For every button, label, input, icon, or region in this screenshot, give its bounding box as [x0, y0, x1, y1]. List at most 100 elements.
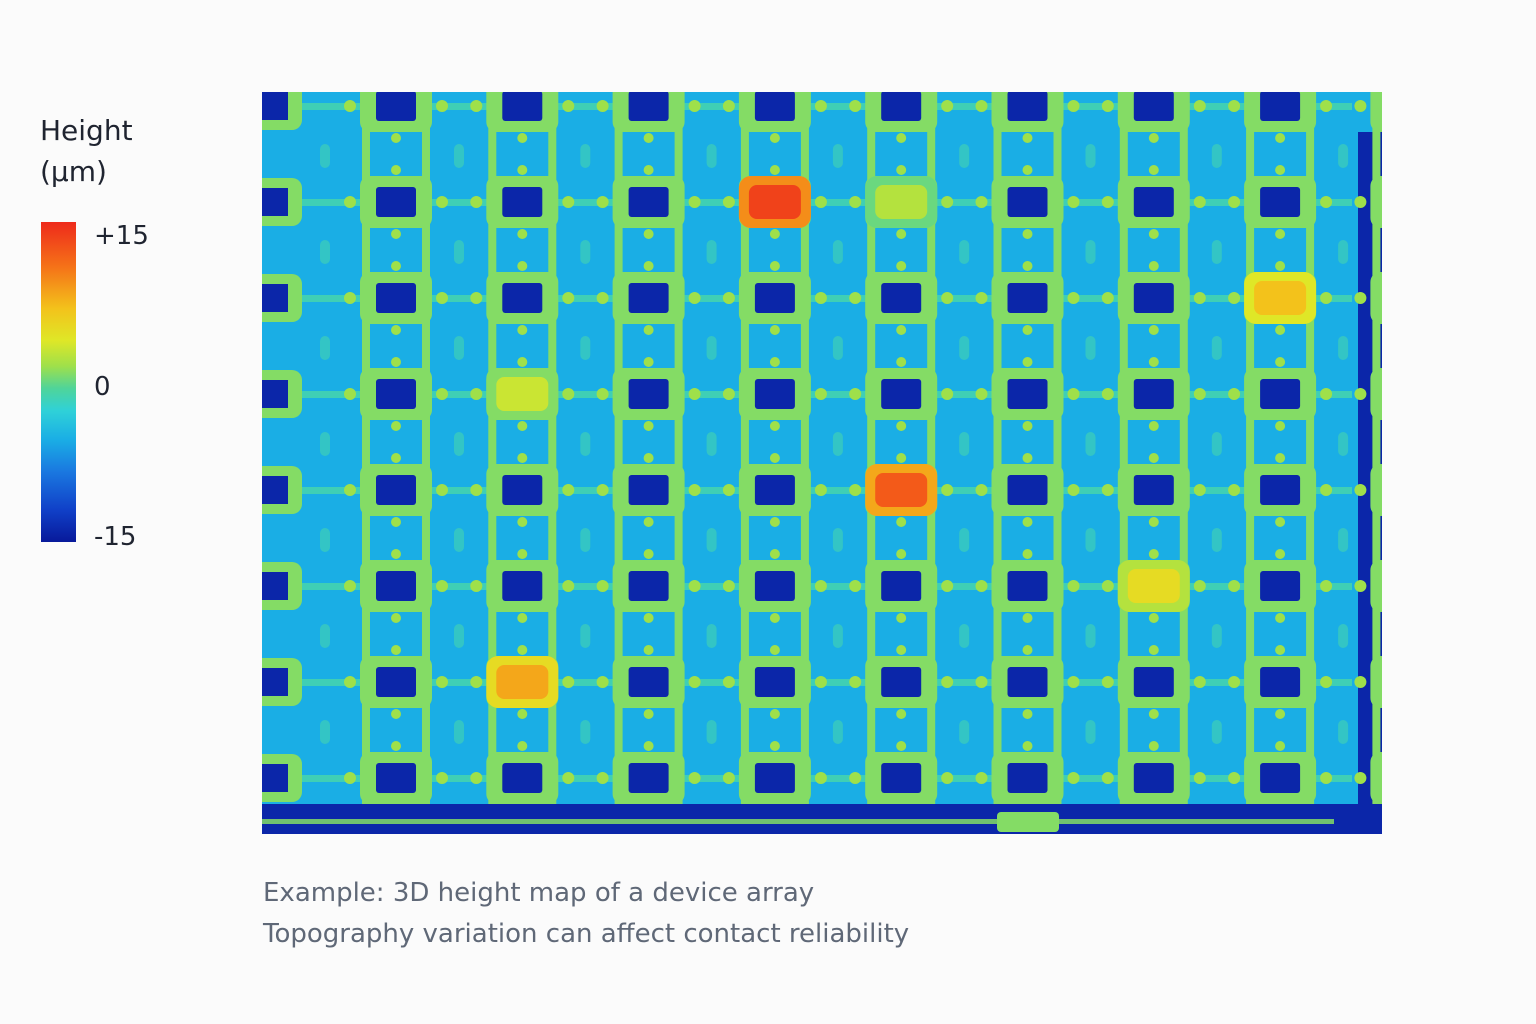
cell-bump-bottom	[517, 709, 528, 719]
hotspot-core	[496, 377, 549, 411]
cell-bump-bottom	[643, 421, 654, 431]
cell-pad	[754, 379, 795, 409]
trace-slot	[1085, 432, 1096, 456]
cell-bump-bottom	[643, 709, 654, 719]
trace-slot	[832, 624, 843, 648]
trace-slot	[1085, 720, 1096, 744]
hotspot	[738, 176, 811, 228]
cell-bump-bottom	[1148, 517, 1159, 527]
cell-bump-left	[1101, 292, 1114, 304]
cell-bump-left	[722, 100, 735, 112]
column-rail-left	[867, 92, 876, 804]
cell-pad	[502, 187, 543, 217]
cell-bump-bottom	[769, 709, 780, 719]
cell-bump-left	[849, 676, 862, 688]
trace-slot	[580, 240, 591, 264]
cell-bump-bottom	[1148, 133, 1159, 143]
cell-bump-bottom	[391, 325, 401, 335]
cell-bump-left	[344, 580, 356, 592]
trace-slot	[320, 336, 330, 360]
hotspot-core	[875, 185, 928, 219]
column-rail-right	[800, 92, 809, 804]
cell-bump-bottom	[896, 709, 907, 719]
cell-bump-right	[941, 196, 954, 208]
cell-bump-left	[722, 580, 735, 592]
cell-bump-bottom	[1022, 709, 1033, 719]
cell-bump-right	[1320, 484, 1333, 496]
caption-line-2: Topography variation can affect contact …	[263, 919, 910, 949]
cell-bump-top	[1148, 549, 1159, 559]
cell-bump-bottom	[517, 229, 528, 239]
cell-bump-top	[517, 165, 528, 175]
cell-bump-right	[1193, 484, 1206, 496]
height-map	[262, 92, 1382, 834]
cell-pad	[376, 92, 416, 121]
cell-bump-top	[1148, 165, 1159, 175]
cell-bump-right	[1193, 772, 1206, 784]
cell-bump-right	[688, 100, 701, 112]
cell-pad	[1260, 763, 1301, 793]
cell-bump-right	[814, 484, 827, 496]
trace-slot	[1211, 528, 1222, 552]
cell-pad	[881, 571, 922, 601]
cell-bump-bottom	[517, 133, 528, 143]
cell-pad	[754, 571, 795, 601]
cell-bump-bottom	[1275, 133, 1286, 143]
trace-slot	[320, 624, 330, 648]
cell-bump-left	[344, 484, 356, 496]
edge-cell-pad	[262, 764, 288, 792]
cell-bump-right	[1320, 196, 1333, 208]
cell-bump-left	[470, 580, 483, 592]
trace-slot	[320, 432, 330, 456]
cell-pad	[1007, 92, 1048, 121]
cell-bump-left	[596, 676, 609, 688]
cell-bump-top	[1275, 453, 1286, 463]
cell-bump-left	[975, 484, 988, 496]
cell-bump-left	[470, 676, 483, 688]
column-rail-left	[1119, 92, 1128, 804]
cell-pad	[628, 571, 669, 601]
cell-pad	[1260, 571, 1301, 601]
cell-bump-top	[517, 741, 528, 751]
cell-bump-top	[769, 741, 780, 751]
cell-bump-top	[517, 645, 528, 655]
cell-bump-top	[1275, 645, 1286, 655]
trace-slot	[1338, 240, 1349, 264]
cell-bump-top	[1022, 165, 1033, 175]
column-rail-left	[740, 92, 749, 804]
cell-bump-top	[517, 549, 528, 559]
trace-slot	[1338, 720, 1349, 744]
cell-bump-bottom	[1148, 613, 1159, 623]
cell-bump-top	[643, 741, 654, 751]
trace-slot	[454, 336, 464, 360]
cell-bump-top	[1022, 357, 1033, 367]
cell-pad	[881, 283, 922, 313]
trace-slot	[1085, 336, 1096, 360]
trace-slot	[580, 624, 591, 648]
cell-bump-right	[1320, 292, 1333, 304]
cell-bump-top	[643, 357, 654, 367]
cell-bump-top	[769, 549, 780, 559]
cell-pad	[881, 763, 922, 793]
cell-bump-top	[1148, 741, 1159, 751]
trace-slot	[1338, 336, 1349, 360]
hotspot-core	[496, 665, 549, 699]
cell-bump-left	[470, 196, 483, 208]
colorbar-tick-max: +15	[94, 221, 149, 251]
cell-bump-left	[849, 196, 862, 208]
cell-bump-top	[391, 261, 401, 271]
cell-bump-left	[722, 484, 735, 496]
cell-bump-left	[470, 292, 483, 304]
cell-bump-bottom	[1275, 709, 1286, 719]
trace-slot	[1338, 432, 1349, 456]
cell-bump-left	[1354, 580, 1367, 592]
cell-bump-right	[814, 388, 827, 400]
cell-bump-right	[814, 580, 827, 592]
cell-pad	[1133, 187, 1174, 217]
cell-bump-right	[1320, 388, 1333, 400]
cell-bump-bottom	[769, 613, 780, 623]
cell-bump-top	[643, 549, 654, 559]
column-rail-right	[1179, 92, 1188, 804]
cell-bump-left	[722, 196, 735, 208]
cell-bump-left	[849, 772, 862, 784]
